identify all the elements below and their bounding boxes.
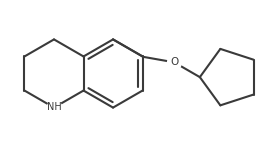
Text: NH: NH bbox=[47, 102, 61, 112]
Text: O: O bbox=[170, 57, 178, 67]
